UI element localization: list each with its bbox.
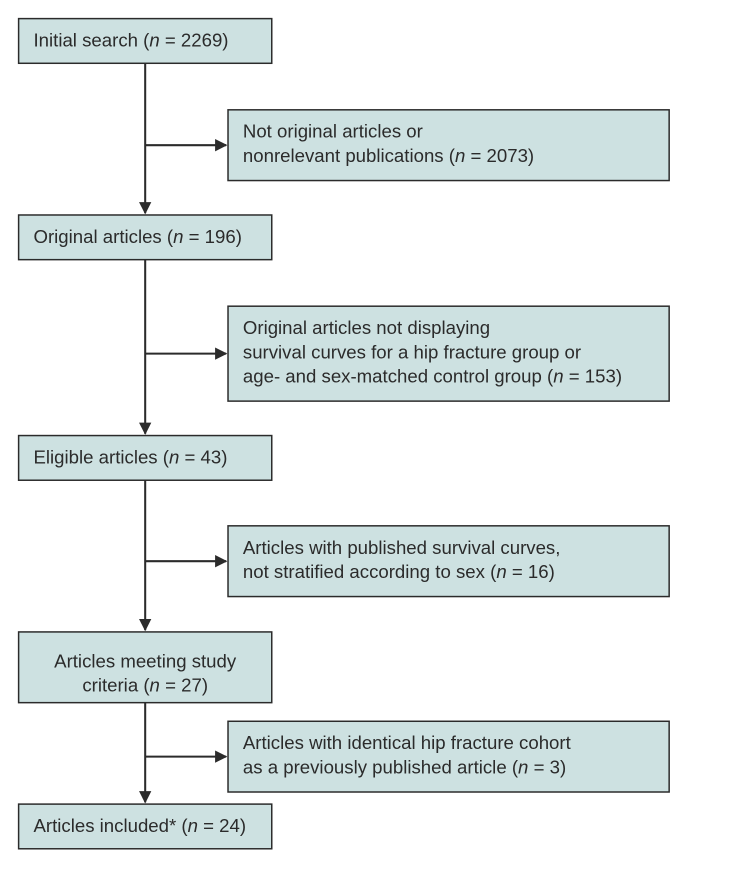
- node-label: Initial search (n = 2269): [34, 30, 229, 51]
- node-label: Original articles (n = 196): [34, 226, 242, 247]
- flow-node-e2: Original articles not displayingsurvival…: [228, 306, 669, 401]
- flow-node-e3: Articles with published survival curves,…: [228, 526, 669, 597]
- flowchart: Initial search (n = 2269) Not original ar…: [0, 0, 743, 886]
- flow-node-n2: Original articles (n = 196): [19, 215, 272, 260]
- flow-node-n3: Eligible articles (n = 43): [19, 436, 272, 481]
- flow-node-n5: Articles included* (n = 24): [19, 804, 272, 849]
- flow-node-n1: Initial search (n = 2269): [19, 19, 272, 64]
- flow-node-e4: Articles with identical hip fracture coh…: [228, 721, 669, 792]
- node-label: Articles included* (n = 24): [34, 815, 247, 836]
- flow-node-n4: Articles meeting studycriteria (n = 27): [19, 632, 272, 703]
- flow-node-e1: Not original articles ornonrelevant publ…: [228, 110, 669, 181]
- node-label: Eligible articles (n = 43): [34, 446, 228, 467]
